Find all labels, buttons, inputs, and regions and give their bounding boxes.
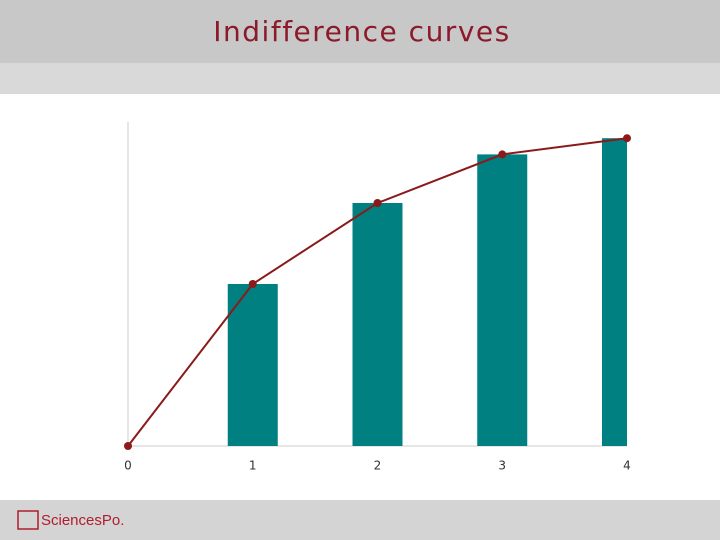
bar	[477, 154, 528, 446]
marker	[498, 150, 507, 159]
logo-icon	[17, 510, 39, 530]
marker	[248, 280, 257, 288]
marker	[124, 442, 132, 450]
x-tick-label: 3	[498, 459, 506, 473]
plot	[227, 138, 627, 446]
footer-band	[0, 500, 720, 540]
chart-title: Indifference curves	[213, 15, 510, 48]
bar	[227, 284, 278, 446]
x-tick-label: 0	[124, 459, 132, 473]
marker	[373, 199, 382, 207]
x-tick-label: 2	[374, 459, 382, 473]
logo: SciencesPo.	[41, 512, 124, 529]
title-band	[0, 0, 720, 63]
sub-band	[0, 63, 720, 94]
bar	[352, 203, 403, 446]
bar	[602, 138, 627, 446]
x-tick-label: 1	[249, 459, 257, 473]
marker	[623, 134, 631, 143]
x-tick-label: 4	[623, 459, 631, 473]
